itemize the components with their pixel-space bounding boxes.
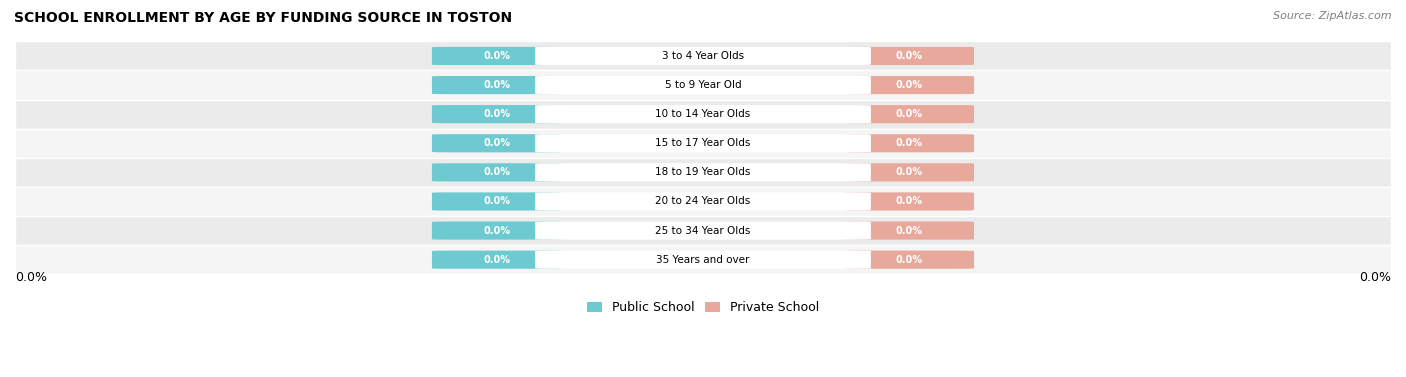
Text: 0.0%: 0.0% (896, 138, 922, 148)
FancyBboxPatch shape (536, 134, 870, 152)
FancyBboxPatch shape (432, 192, 561, 210)
Text: 10 to 14 Year Olds: 10 to 14 Year Olds (655, 109, 751, 119)
Text: 15 to 17 Year Olds: 15 to 17 Year Olds (655, 138, 751, 148)
FancyBboxPatch shape (432, 251, 561, 269)
FancyBboxPatch shape (536, 163, 870, 181)
Text: 20 to 24 Year Olds: 20 to 24 Year Olds (655, 196, 751, 207)
FancyBboxPatch shape (845, 47, 974, 65)
Text: 0.0%: 0.0% (1360, 271, 1391, 284)
Text: 0.0%: 0.0% (896, 255, 922, 265)
Text: 0.0%: 0.0% (896, 225, 922, 236)
FancyBboxPatch shape (845, 105, 974, 123)
Text: 0.0%: 0.0% (484, 80, 510, 90)
FancyBboxPatch shape (845, 163, 974, 181)
FancyBboxPatch shape (432, 163, 561, 181)
Text: 0.0%: 0.0% (896, 167, 922, 177)
FancyBboxPatch shape (432, 134, 561, 152)
Text: 0.0%: 0.0% (896, 109, 922, 119)
FancyBboxPatch shape (432, 105, 561, 123)
Legend: Public School, Private School: Public School, Private School (582, 296, 824, 319)
Text: 0.0%: 0.0% (896, 196, 922, 207)
FancyBboxPatch shape (432, 76, 561, 94)
Bar (15, 245, 1391, 274)
Bar (15, 187, 1391, 216)
Text: Source: ZipAtlas.com: Source: ZipAtlas.com (1274, 11, 1392, 21)
Bar (15, 129, 1391, 158)
Text: 0.0%: 0.0% (484, 138, 510, 148)
Bar (15, 41, 1391, 70)
Text: 35 Years and over: 35 Years and over (657, 255, 749, 265)
FancyBboxPatch shape (432, 47, 561, 65)
Bar (15, 70, 1391, 100)
Text: 0.0%: 0.0% (484, 225, 510, 236)
Text: 0.0%: 0.0% (484, 167, 510, 177)
Text: 0.0%: 0.0% (484, 196, 510, 207)
FancyBboxPatch shape (845, 134, 974, 152)
FancyBboxPatch shape (845, 222, 974, 240)
Text: 3 to 4 Year Olds: 3 to 4 Year Olds (662, 51, 744, 61)
Text: 0.0%: 0.0% (15, 271, 46, 284)
Bar (15, 100, 1391, 129)
FancyBboxPatch shape (536, 105, 870, 123)
Text: 5 to 9 Year Old: 5 to 9 Year Old (665, 80, 741, 90)
FancyBboxPatch shape (845, 76, 974, 94)
FancyBboxPatch shape (845, 251, 974, 269)
Text: 25 to 34 Year Olds: 25 to 34 Year Olds (655, 225, 751, 236)
Text: 0.0%: 0.0% (896, 51, 922, 61)
Bar (15, 216, 1391, 245)
Text: 18 to 19 Year Olds: 18 to 19 Year Olds (655, 167, 751, 177)
Bar (15, 158, 1391, 187)
Text: SCHOOL ENROLLMENT BY AGE BY FUNDING SOURCE IN TOSTON: SCHOOL ENROLLMENT BY AGE BY FUNDING SOUR… (14, 11, 512, 25)
FancyBboxPatch shape (536, 192, 870, 210)
FancyBboxPatch shape (536, 251, 870, 269)
FancyBboxPatch shape (432, 222, 561, 240)
Text: 0.0%: 0.0% (484, 51, 510, 61)
Text: 0.0%: 0.0% (484, 109, 510, 119)
FancyBboxPatch shape (536, 47, 870, 65)
FancyBboxPatch shape (536, 222, 870, 240)
Text: 0.0%: 0.0% (896, 80, 922, 90)
FancyBboxPatch shape (845, 192, 974, 210)
FancyBboxPatch shape (536, 76, 870, 94)
Text: 0.0%: 0.0% (484, 255, 510, 265)
